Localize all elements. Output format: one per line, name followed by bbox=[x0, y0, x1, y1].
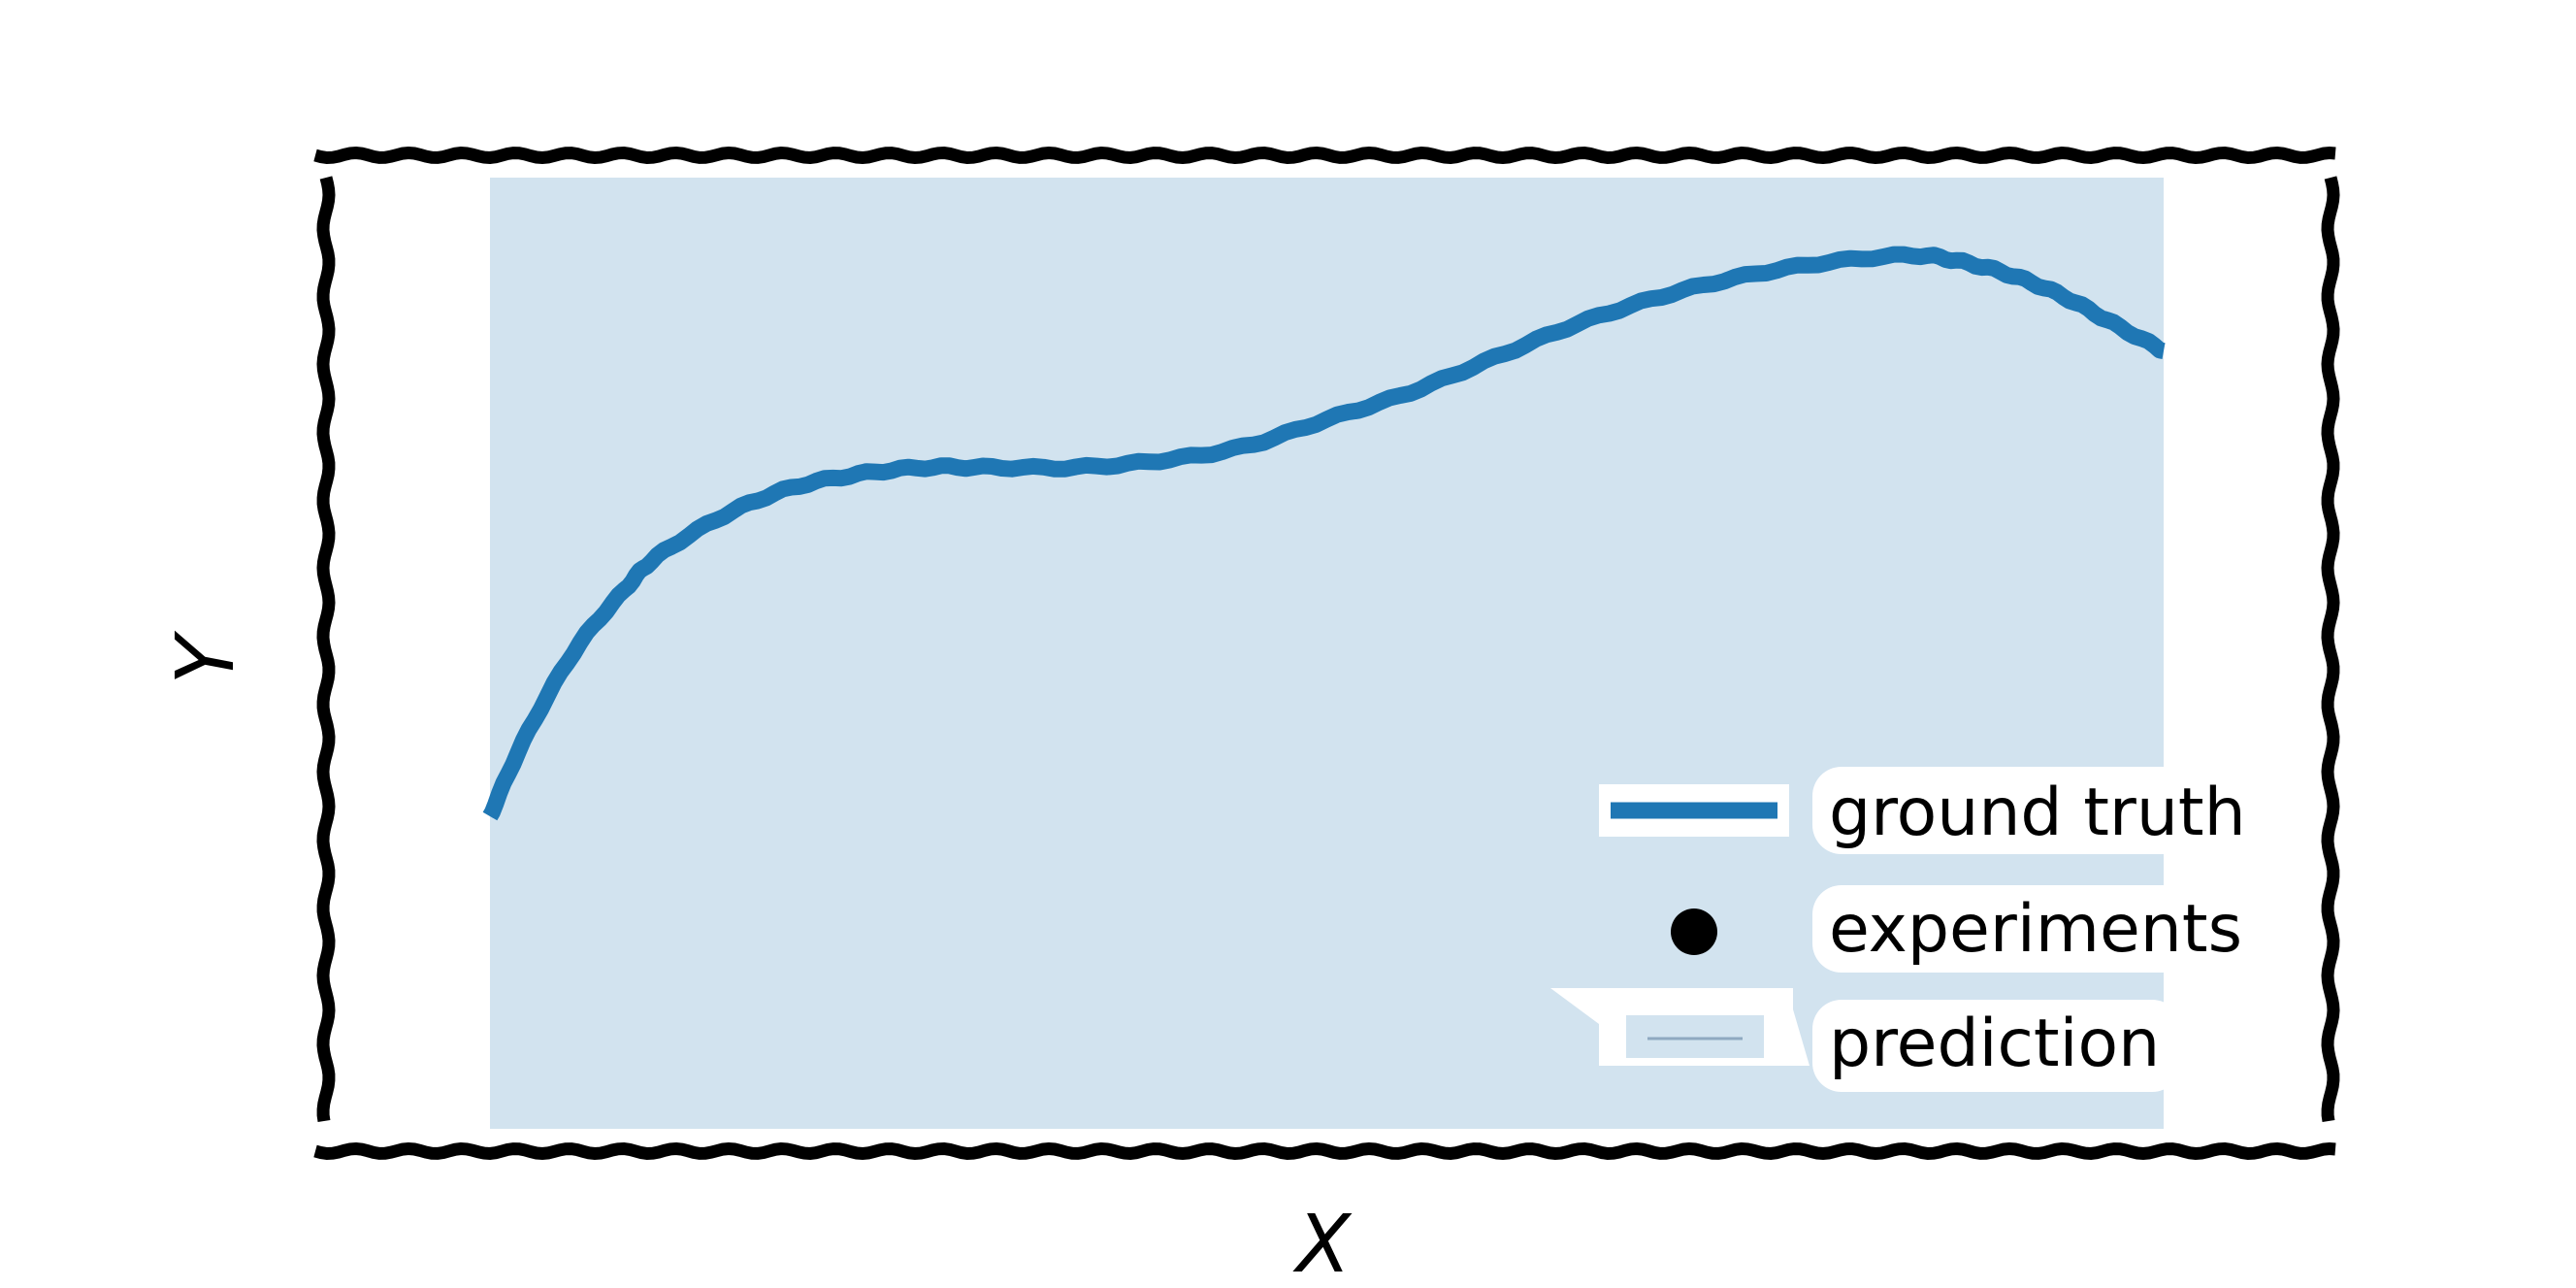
x-axis-label: X bbox=[1292, 1199, 1353, 1288]
frame-right-spine bbox=[2321, 176, 2340, 1122]
legend-experiments-label: experiments bbox=[1829, 891, 2242, 968]
legend-prediction-label: prediction bbox=[1829, 1006, 2160, 1082]
legend-prediction-text-bg bbox=[1812, 1000, 2181, 1092]
legend-prediction-swatch bbox=[1618, 1007, 1772, 1066]
frame-top-spine bbox=[313, 146, 2336, 165]
y-axis-label: Y bbox=[160, 630, 252, 684]
legend-ground-truth-label: ground truth bbox=[1829, 775, 2246, 851]
legend: ground truth experiments prediction bbox=[1550, 767, 2268, 1092]
frame-bottom-spine bbox=[313, 1141, 2336, 1161]
plot-frame bbox=[313, 146, 2340, 1161]
legend-experiments-marker bbox=[1671, 908, 1717, 955]
legend-ground-truth-text-bg bbox=[1812, 767, 2268, 854]
legend-experiments-text-bg bbox=[1812, 885, 2268, 973]
ground-truth-line bbox=[482, 246, 2168, 821]
frame-left-spine bbox=[316, 176, 336, 1122]
